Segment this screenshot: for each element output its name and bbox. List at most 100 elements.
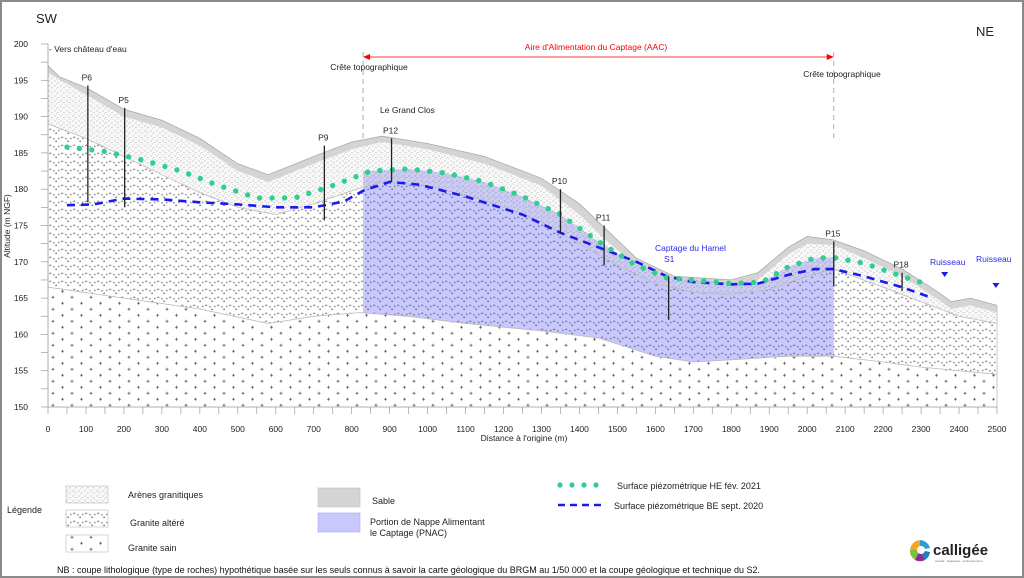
piezo-he-point — [534, 200, 540, 206]
x-tick-label: 700 — [307, 424, 321, 434]
y-tick-label: 190 — [14, 112, 28, 122]
stream-label-1: Ruisseau — [930, 257, 966, 267]
piezo-he-point — [881, 267, 887, 273]
legend — [65, 482, 602, 553]
legend-swatch-sain — [65, 534, 109, 553]
aac-label: Aire d'Alimentation du Captage (AAC) — [525, 42, 668, 52]
y-tick-label: 195 — [14, 75, 28, 85]
piezo-he-point — [414, 167, 420, 173]
legend-label-pnac-2: le Captage (PNAC) — [370, 528, 448, 538]
legend-label-sain: Granite sain — [128, 543, 177, 553]
y-tick-label: 185 — [14, 148, 28, 158]
aac-arrow-right-icon — [826, 54, 834, 60]
well-label: P18 — [894, 260, 909, 270]
calligee-logo: calligée conseil · ingénierie · environn… — [908, 538, 1008, 566]
piezo-he-point — [511, 190, 517, 196]
piezo-he-point — [89, 147, 95, 153]
piezo-he-point — [713, 279, 719, 285]
legend-label-sable: Sable — [372, 496, 396, 506]
x-tick-label: 1900 — [760, 424, 779, 434]
piezo-he-point — [784, 264, 790, 271]
piezo-he-point — [269, 195, 275, 201]
y-axis-label: Altitude (m NGF) — [2, 194, 12, 258]
altere-boundary — [47, 286, 998, 375]
piezo-he-point — [751, 279, 757, 286]
legend-swatch-sable — [317, 487, 361, 508]
logo-text: calligée — [933, 542, 988, 559]
captage-label-line2: S1 — [664, 254, 675, 264]
legend-swatch-pnac — [317, 512, 361, 533]
piezo-he-point — [567, 218, 573, 224]
y-tick-label: 165 — [14, 293, 28, 303]
y-tick-label: 150 — [14, 402, 28, 412]
stream-label-2: Ruisseau — [976, 254, 1012, 264]
x-tick-label: 2200 — [874, 424, 893, 434]
legend-label-piezo-he: Surface piézométrique HE fév. 2021 — [617, 481, 761, 491]
piezo-he-point — [618, 253, 625, 259]
stream-marker-icon — [992, 283, 1000, 288]
pnac-arenes — [363, 168, 834, 295]
piezo-he-point — [138, 157, 144, 163]
x-tick-label: 2100 — [836, 424, 855, 434]
piezo-he-point — [701, 278, 707, 284]
piezo-he-point — [726, 280, 732, 286]
x-tick-label: 1400 — [570, 424, 589, 434]
well-label: P15 — [825, 228, 840, 238]
x-tick-label: 800 — [345, 424, 359, 434]
orientation-sw: SW — [36, 11, 58, 26]
piezo-he-point — [597, 240, 604, 246]
x-tick-label: 1600 — [646, 424, 665, 434]
piezo-he-point — [64, 144, 70, 150]
piezo-he-point — [738, 280, 744, 286]
piezo-he-point — [808, 256, 814, 263]
piezo-he-point — [476, 177, 482, 184]
well-label: P12 — [383, 125, 398, 135]
piezo-he-point — [796, 260, 802, 266]
piezo-he-point — [629, 260, 635, 266]
piezo-he-point — [427, 168, 433, 174]
piezo-he-point — [353, 174, 359, 180]
legend-swatch-piezo-he — [557, 482, 599, 488]
y-tick-label: 155 — [14, 366, 28, 376]
legend-label-altere: Granite altéré — [130, 518, 185, 528]
piezo-he-point — [281, 195, 288, 201]
legend-swatch-arenes — [65, 485, 109, 504]
x-tick-label: 2400 — [950, 424, 969, 434]
x-tick-label: 1700 — [684, 424, 703, 434]
piezo-he-point — [451, 172, 458, 178]
piezo-he-point — [221, 184, 227, 190]
piezo-he-point — [640, 265, 646, 271]
piezo-he-point — [773, 271, 780, 277]
piezo-he-point — [125, 154, 132, 160]
ridge-label-left: Crête topographique — [330, 62, 408, 72]
x-tick-label: 600 — [269, 424, 283, 434]
x-tick-label: 1800 — [722, 424, 741, 434]
x-tick-label: 1100 — [456, 424, 475, 434]
piezo-he-point — [663, 275, 670, 281]
orientation-ne: NE — [976, 24, 994, 39]
piezo-he-point — [488, 181, 494, 187]
well-label: P5 — [118, 95, 129, 105]
top-note: - Vers château d'eau — [49, 44, 127, 54]
x-tick-label: 300 — [155, 424, 169, 434]
place-label: Le Grand Clos — [380, 105, 435, 115]
piezo-he-point — [329, 182, 336, 189]
x-tick-label: 1300 — [532, 424, 551, 434]
piezo-he-point — [577, 225, 583, 232]
x-tick-label: 2500 — [988, 424, 1007, 434]
piezo-he-point — [209, 180, 215, 186]
x-tick-label: 1500 — [608, 424, 627, 434]
legend-swatch-altere — [65, 509, 109, 528]
y-tick-label: 160 — [14, 329, 28, 339]
well-label: P10 — [552, 176, 567, 186]
ridge-label-right: Crête topographique — [803, 69, 881, 79]
piezo-he-point — [762, 277, 769, 283]
well-label: P6 — [82, 72, 93, 82]
y-tick-label: 180 — [14, 184, 28, 194]
logo-mark-icon — [909, 540, 930, 562]
piezo-he-point — [545, 206, 551, 212]
piezo-he-point — [857, 259, 863, 266]
footnote: NB : coupe lithologique (type de roches)… — [57, 565, 760, 575]
